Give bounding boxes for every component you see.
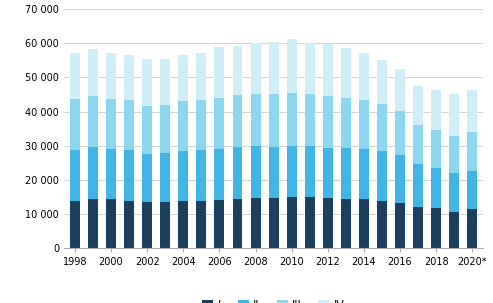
Bar — [377, 151, 387, 201]
Bar — [124, 201, 134, 248]
Bar — [377, 60, 387, 105]
Bar — [287, 145, 297, 197]
Bar — [106, 149, 116, 199]
Bar — [431, 130, 441, 168]
Bar — [305, 43, 315, 94]
Bar — [449, 94, 459, 136]
Bar — [341, 198, 351, 248]
Bar — [178, 101, 188, 151]
Bar — [305, 94, 315, 146]
Bar — [88, 147, 98, 199]
Bar — [160, 202, 170, 248]
Bar — [142, 59, 152, 105]
Bar — [142, 105, 152, 154]
Bar — [323, 96, 333, 148]
Bar — [449, 173, 459, 211]
Bar — [70, 150, 80, 201]
Legend: I, II, III, IV: I, II, III, IV — [198, 295, 350, 303]
Bar — [449, 136, 459, 173]
Bar — [196, 201, 207, 248]
Bar — [160, 153, 170, 202]
Bar — [124, 55, 134, 100]
Bar — [467, 209, 477, 248]
Bar — [431, 168, 441, 208]
Bar — [178, 201, 188, 248]
Bar — [178, 151, 188, 201]
Bar — [269, 147, 279, 198]
Bar — [70, 53, 80, 99]
Bar — [341, 98, 351, 148]
Bar — [341, 148, 351, 198]
Bar — [214, 200, 224, 248]
Bar — [88, 49, 98, 96]
Bar — [323, 148, 333, 198]
Bar — [305, 146, 315, 197]
Bar — [70, 201, 80, 248]
Bar — [395, 111, 405, 155]
Bar — [250, 43, 260, 94]
Bar — [142, 154, 152, 202]
Bar — [106, 99, 116, 149]
Bar — [431, 208, 441, 248]
Bar — [178, 55, 188, 101]
Bar — [305, 197, 315, 248]
Bar — [160, 105, 170, 153]
Bar — [106, 53, 116, 99]
Bar — [395, 155, 405, 203]
Bar — [413, 86, 423, 125]
Bar — [142, 202, 152, 248]
Bar — [269, 198, 279, 248]
Bar — [196, 150, 207, 201]
Bar — [323, 44, 333, 96]
Bar — [323, 198, 333, 248]
Bar — [269, 42, 279, 94]
Bar — [467, 90, 477, 132]
Bar — [250, 146, 260, 198]
Bar — [233, 46, 243, 95]
Bar — [160, 59, 170, 105]
Bar — [431, 90, 441, 130]
Bar — [196, 53, 207, 100]
Bar — [287, 92, 297, 145]
Bar — [341, 48, 351, 98]
Bar — [377, 105, 387, 151]
Bar — [214, 47, 224, 98]
Bar — [359, 148, 369, 199]
Bar — [88, 96, 98, 147]
Bar — [70, 99, 80, 150]
Bar — [250, 198, 260, 248]
Bar — [124, 100, 134, 150]
Bar — [359, 100, 369, 148]
Bar — [359, 199, 369, 248]
Bar — [467, 171, 477, 209]
Bar — [233, 198, 243, 248]
Bar — [196, 100, 207, 150]
Bar — [413, 125, 423, 164]
Bar — [124, 150, 134, 201]
Bar — [214, 98, 224, 149]
Bar — [269, 94, 279, 147]
Bar — [413, 207, 423, 248]
Bar — [395, 68, 405, 111]
Bar — [287, 197, 297, 248]
Bar — [214, 149, 224, 200]
Bar — [395, 203, 405, 248]
Bar — [467, 132, 477, 171]
Bar — [233, 95, 243, 147]
Bar — [287, 39, 297, 92]
Bar — [233, 147, 243, 198]
Bar — [88, 199, 98, 248]
Bar — [250, 94, 260, 146]
Bar — [106, 199, 116, 248]
Bar — [413, 164, 423, 207]
Bar — [449, 211, 459, 248]
Bar — [359, 53, 369, 100]
Bar — [377, 201, 387, 248]
